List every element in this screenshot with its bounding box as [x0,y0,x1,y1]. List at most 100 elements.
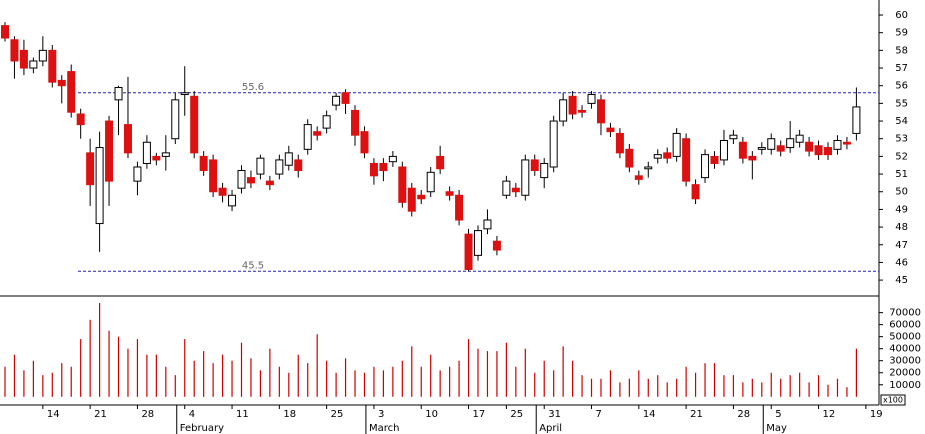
candle-body [388,155,397,163]
candle-body [95,147,104,225]
candle-body [199,155,208,172]
y-tick-label: 54 [895,116,908,127]
x-tick-label: 14 [47,409,60,420]
x-tick-label: 19 [870,409,883,420]
candle-body [663,152,672,159]
x-tick-label: 21 [690,409,703,420]
x-tick-label: 14 [643,409,656,420]
candle-body [748,155,757,161]
volume-tick-label: 40000 [889,344,921,355]
x-tick-label: 28 [141,409,154,420]
candle-body [833,139,842,150]
candle-body [814,145,823,156]
candle-body [474,230,482,256]
x-tick-label: 25 [510,409,523,420]
reference-label: 55.6 [242,82,264,93]
candle-body [369,162,378,177]
candle-body [133,166,142,182]
month-label: May [766,423,787,434]
unit-box [880,394,906,406]
candle-body [67,71,76,113]
candle-body [48,49,57,83]
candle-body [351,109,360,136]
candle-body [786,138,795,149]
candle-body [644,166,653,170]
month-label: March [369,423,399,434]
y-tick-label: 57 [895,63,908,74]
candle-body [521,159,530,196]
candle-body [218,187,227,196]
candle-body [228,194,237,207]
candle-body [606,127,615,133]
candle-body [691,184,700,200]
candle-body [105,120,114,182]
candle-body [445,191,454,196]
x-tick-label: 10 [425,409,438,420]
candle-body [76,113,85,126]
candle-body [313,131,322,136]
y-tick-label: 52 [895,151,908,162]
candle-body [511,187,520,193]
candle-body [455,194,464,221]
candle-body [86,152,95,186]
x-tick-label: 21 [94,409,107,420]
candle-body [757,147,766,150]
x-tick-label: 5 [775,409,781,420]
y-tick-label: 47 [895,240,908,251]
volume-tick-label: 20000 [889,368,921,379]
candle-body [114,86,123,101]
candle-body [653,154,662,159]
volume-tick-label: 70000 [889,308,921,319]
candle-body [246,177,255,184]
x-tick-label: 4 [189,409,195,420]
x-tick-label: 11 [236,409,249,420]
candle-body [464,233,473,270]
candle-body [795,134,804,143]
candle-body [530,159,539,172]
candle-body [341,92,350,104]
candle-body [615,132,624,154]
candle-body [559,99,568,122]
y-tick-label: 60 [895,10,908,21]
candle-body [265,180,274,186]
candle-body [19,49,28,69]
candle-body [398,166,407,203]
y-tick-label: 48 [895,222,908,233]
volume-tick-label: 10000 [889,380,921,391]
candle-body [719,139,728,161]
y-tick-label: 46 [895,257,908,268]
candle-body [332,95,341,106]
candle-body [852,106,861,134]
volume-tick-label: 30000 [889,356,921,367]
y-tick-label: 53 [895,134,908,145]
candle-body [842,141,851,145]
candle-body [275,159,284,175]
candle-body [483,219,492,230]
y-tick-label: 49 [895,204,908,215]
candle-body [209,159,218,193]
y-tick-label: 56 [895,81,908,92]
x-tick-label: 28 [737,409,750,420]
reference-label: 45.5 [242,260,264,271]
candle-body [10,39,19,62]
x-tick-label: 12 [823,409,836,420]
candle-body [710,155,719,164]
candle-body [767,138,776,150]
candle-body [57,79,66,87]
candle-body [171,99,180,140]
candle-body [587,94,596,104]
volume-tick-label: 60000 [889,320,921,331]
candle-body [123,124,132,154]
candle-body [407,187,416,212]
x-tick-label: 7 [596,409,602,420]
candle-body [322,115,331,129]
candle-body [549,120,558,168]
candle-body [672,132,681,157]
x-tick-label: 25 [331,409,344,420]
candle-body [294,159,303,172]
candle-body [634,175,643,180]
candle-body [578,109,587,113]
candle-body [502,180,511,196]
candle-body [596,99,605,124]
